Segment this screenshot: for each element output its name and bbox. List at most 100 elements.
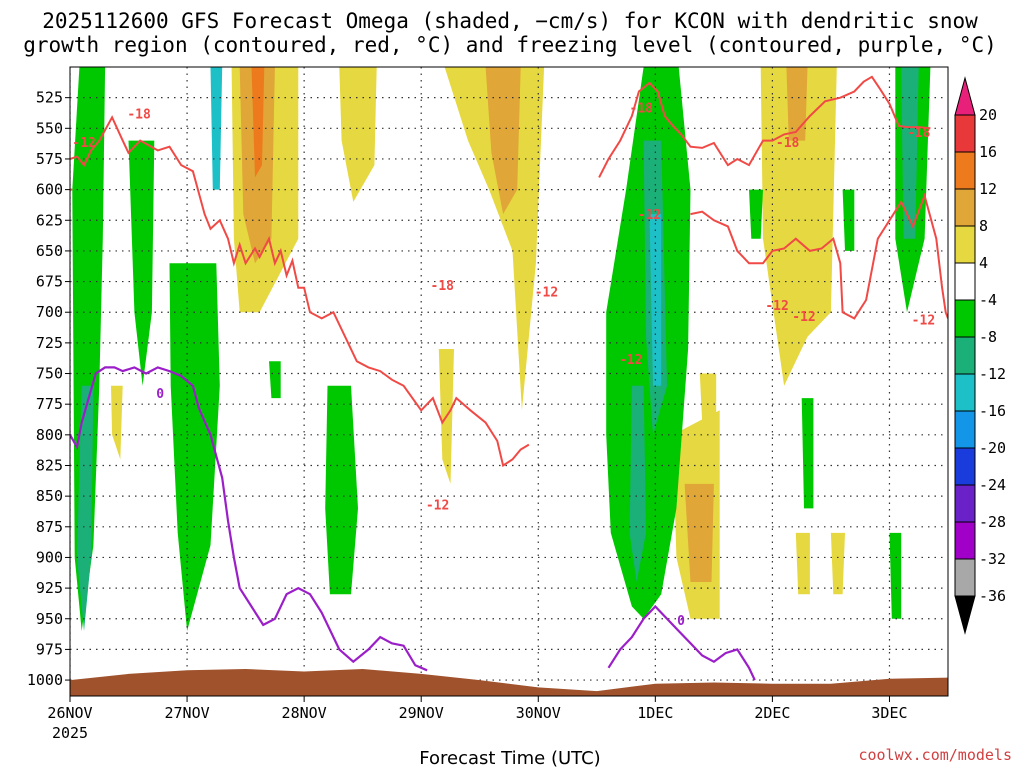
grid-lines [70,67,948,696]
y-tick-label: 600 [36,181,63,199]
x-tick-label: 2DEC [754,704,790,722]
x-axis-label: Forecast Time (UTC) [419,748,600,768]
omega-region [649,214,662,386]
ground-terrain [70,669,948,696]
omega-region [786,67,808,141]
colorbar-label: -12 [979,365,1006,383]
omega-region [77,385,94,631]
x-tick-label: 29NOV [399,704,444,722]
y-tick-label: 550 [36,119,63,137]
dgz-contour-label: -12 [535,285,558,300]
colorbar-segment [954,336,976,375]
chart-title-line-2: growth region (contoured, red, °C) and f… [23,33,997,57]
colorbar-label: -20 [979,439,1006,457]
x-tick-label: 3DEC [871,704,907,722]
colorbar-label: 12 [979,180,997,198]
omega-region [169,263,220,631]
colorbar-segment [954,225,976,264]
x-tick-label: 1DEC [637,704,673,722]
dgz-contour-label: -18 [127,108,151,123]
dgz-contour-label: -12 [912,314,935,329]
dgz-contour-label: -12 [619,353,642,368]
y-tick-label: 925 [36,579,63,597]
omega-region [749,189,763,239]
colorbar-label: -32 [979,550,1006,568]
colorbar-label: -36 [979,587,1006,605]
x-tick-label: 30NOV [516,704,561,722]
omega-region [269,361,281,399]
colorbar-label: -16 [979,402,1006,420]
y-axis-pressure: 525 550 575 600 625 650 675 700 725 750 775 800 825 8… [27,89,70,689]
x-tick-label: 27NOV [164,704,209,722]
omega-region [699,373,717,423]
y-tick-label: 875 [36,518,63,536]
contour-lines [70,75,948,681]
omega-region [842,189,855,251]
chart-title-line-1: 2025112600 GFS Forecast Omega (shaded, −… [42,9,978,33]
dgz-contour-label: -12 [426,499,449,514]
y-tick-label: 1000 [27,671,63,689]
colorbar-segment [954,521,976,560]
colorbar-segment [954,262,976,301]
colorbar: 20 16 12 8 4 -4 -8 -12 -16 -20 -24 -28 -32 -36 [954,76,1006,635]
colorbar-segment [954,484,976,523]
omega-region [801,398,814,509]
omega-region [444,67,545,411]
y-tick-label: 975 [36,640,63,658]
omega-region [128,140,155,386]
dgz-contour-label: -12 [72,136,95,151]
dgz-contour-label: -18 [776,136,800,151]
colorbar-bottom-arrow [954,595,976,635]
y-tick-label: 525 [36,89,63,107]
omega-region [251,67,265,178]
contour-labels: -18 -12 -18 -12 -12 -18 -12 -12 -12 -12 -18 -18 -12 0… [72,101,935,629]
plot-frame [69,66,949,697]
colorbar-segment [954,114,976,153]
colorbar-label: -28 [979,513,1006,531]
colorbar-label: 20 [979,106,997,124]
omega-shading [72,67,931,631]
colorbar-segment [954,188,976,227]
y-tick-label: 800 [36,426,63,444]
colorbar-segment [954,151,976,190]
dgz-contour-label: -12 [638,208,661,223]
omega-region [760,67,837,386]
freezing-contour-label: 0 [156,387,164,402]
colorbar-top-arrow [954,76,976,116]
y-tick-label: 850 [36,487,63,505]
colorbar-label: 8 [979,217,988,235]
credit-label: coolwx.com/models [858,746,1012,764]
y-tick-label: 650 [36,242,63,260]
y-tick-label: 575 [36,150,63,168]
x-axis-year: 2025 [52,724,88,742]
y-tick-label: 750 [36,365,63,383]
omega-region [889,532,902,619]
y-tick-label: 675 [36,273,63,291]
x-axis-time: 26NOV 27NOV 28NOV 29NOV 30NOV 1DEC 2DEC 3DEC [47,696,908,722]
omega-region [111,385,123,460]
freezing-contour-label: 0 [677,614,685,629]
x-tick-label: 26NOV [47,704,92,722]
dgz-contour-label: -12 [792,310,815,325]
plot-area: -18 -12 -18 -12 -12 -18 -12 -12 -12 -12 -18 -18 -12 0… [69,66,949,697]
colorbar-label: -8 [979,328,997,346]
colorbar-segment [954,299,976,338]
omega-region [830,532,845,595]
omega-region [795,532,810,595]
omega-region [629,385,646,582]
dgz-contour-line [70,115,530,468]
freezing-level-line [70,366,428,672]
omega-region [684,483,714,582]
omega-region [325,385,358,595]
dgz-contour-label: -18 [907,126,931,141]
y-tick-label: 825 [36,456,63,474]
x-tick-label: 28NOV [282,704,327,722]
dgz-contour-label: -18 [630,101,654,116]
freezing-level-line [607,604,756,681]
colorbar-segment [954,373,976,412]
dgz-contour-line [598,75,931,178]
dgz-contour-line [690,192,948,320]
colorbar-label: -24 [979,476,1006,494]
colorbar-segment [954,410,976,449]
y-tick-label: 625 [36,211,63,229]
